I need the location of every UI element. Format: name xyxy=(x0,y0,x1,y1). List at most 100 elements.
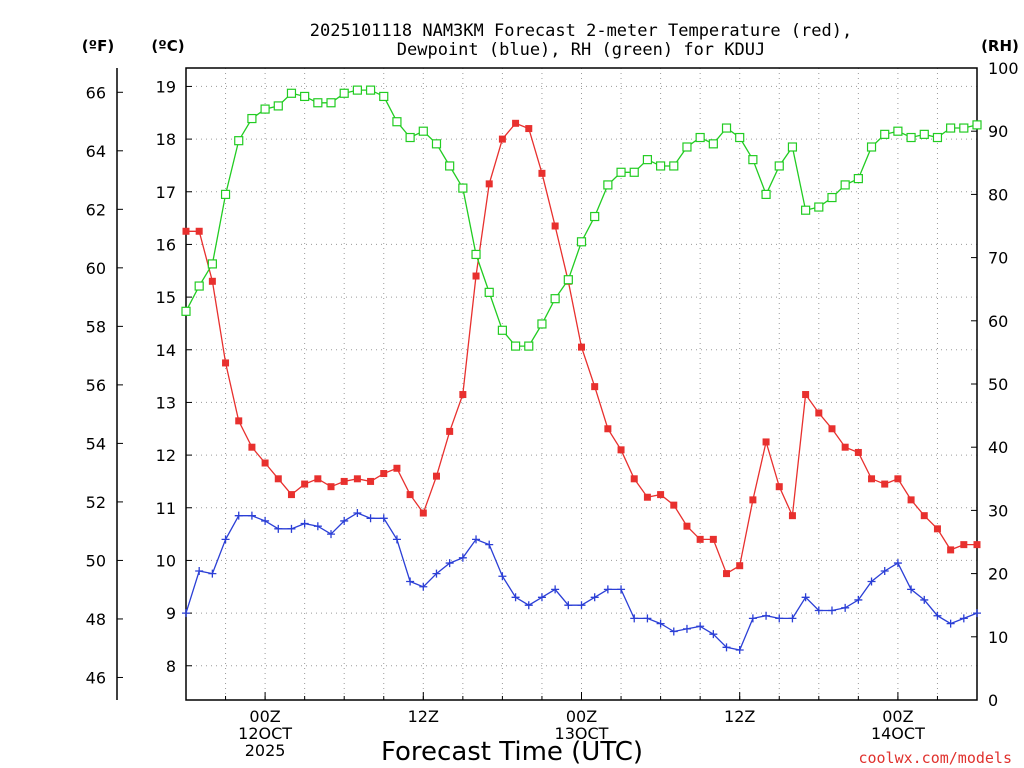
data-point xyxy=(920,512,928,520)
data-point xyxy=(551,222,559,230)
data-point xyxy=(880,129,890,139)
data-point xyxy=(247,113,257,124)
data-point xyxy=(591,383,599,391)
data-point xyxy=(960,541,968,549)
celsius-tick-label: 16 xyxy=(156,235,176,254)
x-tick-label: 12Z xyxy=(408,707,439,726)
data-point xyxy=(854,595,863,604)
data-point xyxy=(247,511,256,520)
data-point xyxy=(235,417,243,425)
data-point xyxy=(827,192,837,203)
data-point xyxy=(828,425,836,433)
data-point xyxy=(220,189,231,199)
data-point xyxy=(578,343,585,351)
fahrenheit-tick-label: 46 xyxy=(86,668,106,687)
data-point xyxy=(339,88,349,98)
celsius-tick-label: 12 xyxy=(156,446,176,465)
data-point xyxy=(643,614,652,623)
data-point xyxy=(550,294,560,304)
rh-tick-label: 50 xyxy=(988,375,1008,394)
data-point xyxy=(301,480,309,488)
data-point xyxy=(313,98,323,108)
data-point xyxy=(418,126,428,136)
data-point xyxy=(868,475,876,483)
data-point xyxy=(419,509,427,517)
source-credit[interactable]: coolwx.com/models xyxy=(858,749,1012,767)
data-point xyxy=(353,475,361,483)
data-point xyxy=(709,630,718,639)
data-point xyxy=(788,614,797,623)
celsius-tick-label: 15 xyxy=(156,288,176,307)
data-point xyxy=(498,572,507,581)
data-point xyxy=(393,464,401,472)
data-point xyxy=(445,559,454,568)
rh-tick-label: 60 xyxy=(988,312,1008,331)
data-point xyxy=(445,161,455,171)
data-point xyxy=(787,142,798,152)
data-point xyxy=(459,391,467,399)
data-point xyxy=(696,622,705,631)
celsius-tick-label: 8 xyxy=(166,657,176,676)
data-point xyxy=(340,477,348,485)
data-point xyxy=(907,585,916,594)
fahrenheit-tick-label: 58 xyxy=(86,317,106,336)
data-point xyxy=(866,142,877,152)
celsius-tick-label: 18 xyxy=(156,130,176,149)
data-point xyxy=(195,566,204,575)
data-point xyxy=(748,155,758,165)
data-point xyxy=(314,475,322,483)
data-point xyxy=(207,259,217,269)
data-point xyxy=(260,104,270,114)
data-point xyxy=(300,519,309,528)
data-point xyxy=(617,585,626,594)
data-point xyxy=(973,541,981,549)
data-point xyxy=(472,272,480,280)
data-point xyxy=(932,132,943,143)
data-point xyxy=(959,123,969,133)
data-point xyxy=(379,514,388,523)
data-point xyxy=(471,249,481,260)
data-point xyxy=(867,577,876,586)
data-point xyxy=(446,427,454,435)
data-point xyxy=(630,614,639,623)
data-point xyxy=(524,601,533,610)
data-point xyxy=(841,443,849,451)
data-point xyxy=(379,91,389,102)
data-point xyxy=(603,585,612,594)
data-point xyxy=(735,645,744,654)
data-point xyxy=(353,509,362,518)
data-point xyxy=(643,493,651,501)
data-point xyxy=(234,136,244,146)
data-point xyxy=(604,425,612,433)
fahrenheit-tick-label: 54 xyxy=(86,434,106,453)
data-point xyxy=(682,142,692,152)
data-point xyxy=(405,132,415,143)
rh-tick-label: 40 xyxy=(988,438,1008,457)
rh-tick-label: 80 xyxy=(988,185,1008,204)
data-point xyxy=(603,180,613,190)
data-point xyxy=(894,475,902,483)
data-point xyxy=(458,183,468,193)
data-point xyxy=(524,341,534,351)
data-point xyxy=(696,535,704,543)
data-point xyxy=(682,624,691,633)
data-point xyxy=(300,91,310,102)
data-point xyxy=(669,627,678,636)
data-point xyxy=(182,227,190,235)
data-point xyxy=(814,606,823,615)
data-point xyxy=(853,174,863,184)
data-point xyxy=(657,491,665,499)
data-point xyxy=(774,161,784,171)
data-point xyxy=(655,161,666,171)
celsius-tick-label: 13 xyxy=(156,393,176,412)
data-point xyxy=(194,281,204,291)
fahrenheit-tick-label: 66 xyxy=(86,83,106,102)
data-point xyxy=(670,501,678,509)
celsius-tick-label: 11 xyxy=(156,499,176,518)
data-point xyxy=(484,287,494,297)
data-point xyxy=(880,566,889,575)
data-point xyxy=(406,577,415,586)
data-point xyxy=(814,202,824,212)
data-point xyxy=(919,129,929,139)
rh-tick-label: 0 xyxy=(988,691,998,710)
